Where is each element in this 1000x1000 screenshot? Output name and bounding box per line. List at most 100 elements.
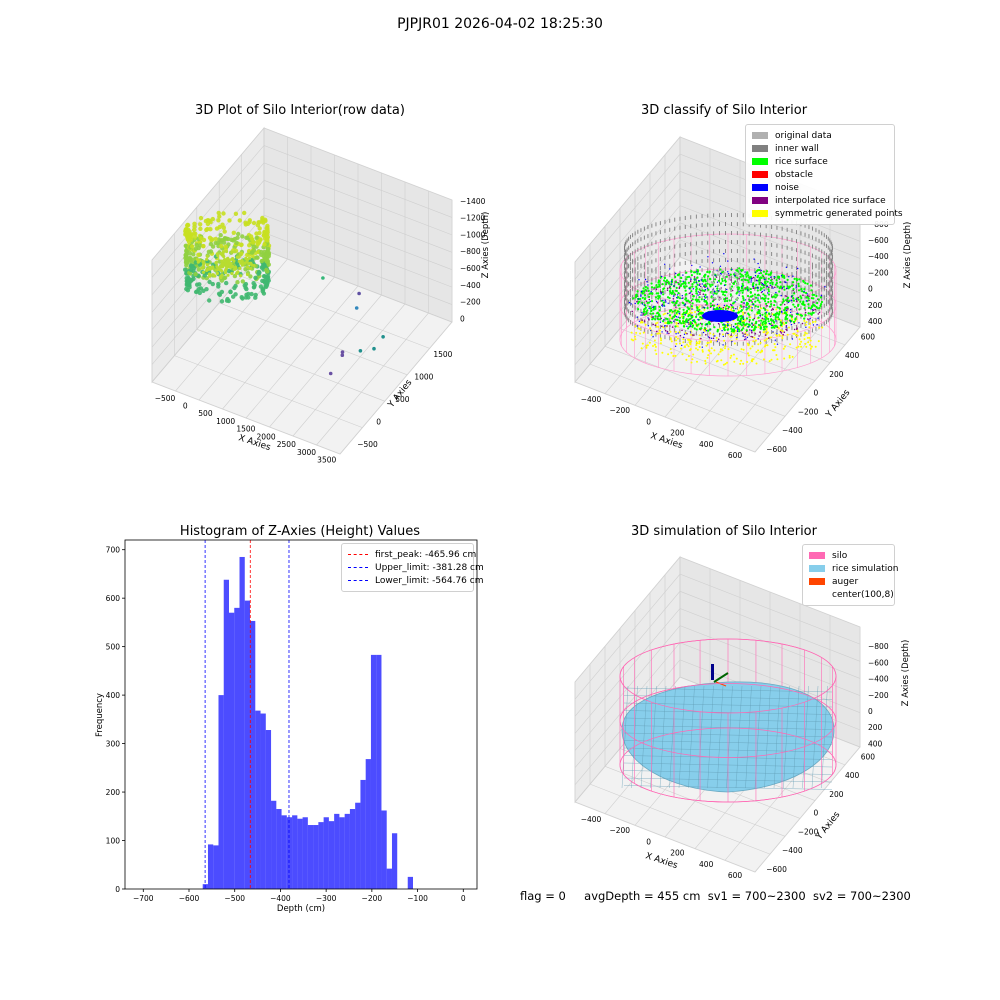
classify-inner-wall-point: [771, 252, 772, 256]
classify-inner-wall-point: [829, 239, 830, 243]
classify-symmetric-point: [799, 343, 801, 345]
classify-rice-point: [741, 279, 743, 281]
classify-interpolated-point: [705, 334, 707, 336]
classify-interpolated-point: [752, 336, 754, 338]
classify-symmetric-point: [706, 342, 708, 344]
classify-z-tick-label: 200: [868, 301, 883, 310]
classify-rice-point: [749, 319, 751, 321]
classify-inner-wall-point: [628, 282, 629, 286]
classify-symmetric-point: [783, 358, 785, 360]
classify-inner-wall-point: [816, 327, 817, 331]
classify-inner-wall-point: [771, 261, 772, 265]
raw-point: [265, 232, 269, 236]
classify-rice-point: [725, 308, 727, 310]
classify-rice-point: [733, 328, 735, 330]
classify-noise-point: [703, 286, 704, 287]
classify-rice-point: [696, 306, 698, 308]
classify-inner-wall-point: [626, 258, 627, 262]
classify-rice-point: [783, 309, 785, 311]
classify-inner-wall-point: [731, 249, 732, 253]
classify-interpolated-point: [657, 302, 659, 304]
classify-inner-wall-point: [626, 240, 627, 244]
classify-rice-point: [647, 287, 649, 289]
classify-rice-point: [741, 324, 743, 326]
classify-inner-wall-point: [674, 227, 675, 231]
classify-inner-wall-point: [801, 333, 802, 337]
classify-symmetric-point: [760, 307, 762, 309]
classify-inner-wall-point: [680, 253, 681, 257]
classify-original-point: [737, 282, 739, 284]
raw-point: [243, 283, 247, 287]
classify-inner-wall-point: [796, 289, 797, 293]
raw-point: [190, 244, 194, 248]
classify-inner-wall-point: [787, 273, 788, 277]
classify-inner-wall-point: [777, 226, 778, 230]
classify-symmetric-point: [738, 309, 740, 311]
classify-symmetric-point: [757, 326, 759, 328]
classify-noise-point: [722, 344, 723, 345]
classify-rice-point: [645, 307, 647, 309]
classify-rice-point: [735, 323, 737, 325]
classify-inner-wall-point: [787, 282, 788, 286]
classify-inner-wall-point: [805, 295, 806, 299]
classify-inner-wall-point: [819, 280, 820, 284]
classify-interpolated-point: [752, 324, 754, 326]
classify-noise-point: [770, 277, 771, 278]
histogram-bar: [345, 814, 350, 889]
classify-legend: original data inner wall rice surface obsta…: [745, 124, 895, 225]
histogram-bar: [261, 714, 266, 889]
classify-rice-point: [669, 290, 671, 292]
classify-inner-wall-point: [831, 249, 832, 253]
raw-point: [242, 211, 246, 215]
panel-title-simulation: 3D simulation of Silo Interior: [574, 524, 874, 539]
legend-label: rice simulation: [832, 564, 898, 574]
classify-noise-point: [665, 300, 666, 301]
classify-inner-wall-point: [680, 338, 681, 342]
classify-noise-point: [782, 287, 783, 288]
classify-inner-wall-point: [725, 231, 726, 235]
classify-x-tick-label: 200: [670, 429, 685, 438]
classify-inner-wall-point: [635, 267, 636, 271]
classify-inner-wall-point: [828, 237, 829, 241]
raw-point: [249, 292, 253, 296]
classify-symmetric-point: [766, 338, 768, 340]
classify-original-point: [736, 284, 738, 286]
classify-inner-wall-point: [760, 233, 761, 237]
classify-rice-point: [752, 295, 754, 297]
classify-symmetric-point: [682, 338, 684, 340]
classify-rice-point: [679, 280, 681, 282]
classify-rice-point: [732, 306, 734, 308]
classify-symmetric-point: [735, 335, 737, 337]
raw-point: [254, 293, 258, 297]
classify-noise-point: [775, 340, 776, 341]
raw-point: [208, 236, 212, 240]
classify-original-point: [715, 291, 717, 293]
classify-rice-point: [663, 287, 665, 289]
classify-inner-wall-point: [792, 326, 793, 330]
classify-rice-point: [812, 312, 814, 314]
classify-interpolated-point: [700, 338, 702, 340]
classify-rice-point: [791, 285, 793, 287]
raw-point: [227, 218, 231, 222]
classify-noise-point: [791, 296, 792, 297]
classify-rice-point: [746, 329, 748, 331]
classify-symmetric-point: [807, 337, 809, 339]
classify-rice-point: [803, 288, 805, 290]
classify-symmetric-point: [767, 344, 769, 346]
classify-inner-wall-point: [660, 266, 661, 270]
classify-rice-point: [691, 316, 693, 318]
classify-noise-point: [661, 305, 662, 306]
classify-inner-wall-point: [690, 295, 691, 299]
classify-symmetric-point: [655, 346, 657, 348]
simulation-legend-entry: center(100,8): [809, 588, 888, 601]
status-footer: flag = 0 avgDepth = 455 cm sv1 = 700~230…: [520, 889, 911, 903]
classify-original-point: [730, 289, 732, 291]
classify-rice-point: [792, 304, 794, 306]
classify-inner-wall-point: [819, 262, 820, 266]
raw-point: [199, 286, 203, 290]
classify-rice-point: [646, 302, 648, 304]
classify-noise-point: [742, 316, 743, 317]
classify-noise-point: [697, 294, 698, 295]
raw-point: [207, 298, 211, 302]
classify-rice-point: [726, 305, 728, 307]
